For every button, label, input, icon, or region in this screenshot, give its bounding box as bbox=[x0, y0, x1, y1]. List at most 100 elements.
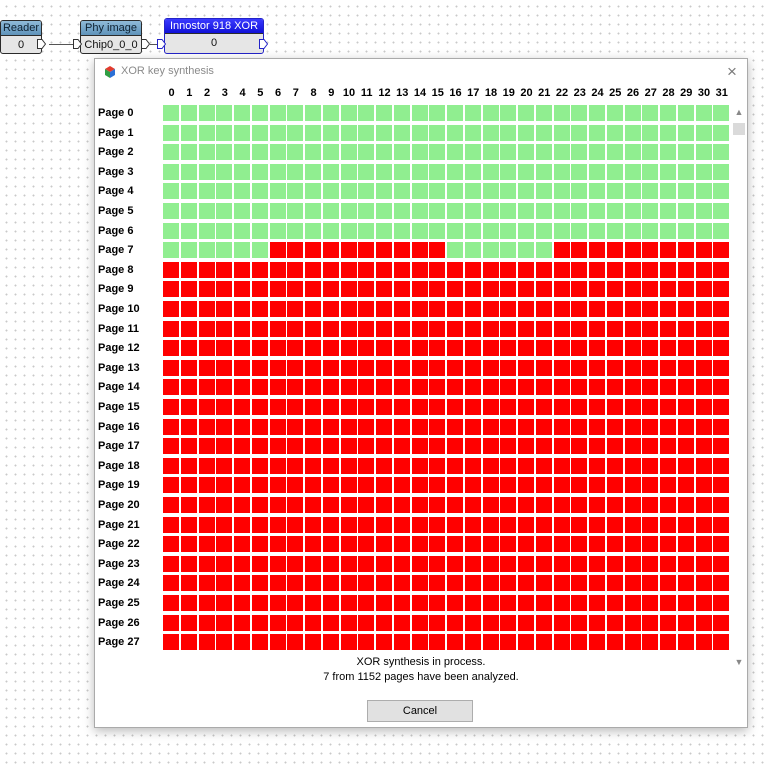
pending-page-cell bbox=[482, 457, 499, 474]
pending-page-cell bbox=[358, 359, 375, 376]
row-label: Page 6 bbox=[98, 224, 134, 237]
pending-page-cell bbox=[322, 438, 339, 455]
pending-page-cell bbox=[535, 379, 552, 396]
pending-page-cell bbox=[216, 555, 233, 572]
pending-page-cell bbox=[305, 359, 321, 376]
pending-page-cell bbox=[482, 536, 499, 553]
pending-page-cell bbox=[376, 497, 392, 513]
pending-page-cell bbox=[589, 536, 605, 553]
scrollbar-thumb[interactable] bbox=[733, 123, 745, 135]
pending-page-cell bbox=[447, 359, 463, 376]
pending-page-cell bbox=[713, 438, 730, 455]
pending-page-cell bbox=[393, 634, 410, 651]
analyzed-page-cell bbox=[535, 222, 552, 239]
pending-page-cell bbox=[163, 359, 179, 376]
pending-page-cell bbox=[571, 261, 588, 278]
pending-page-cell bbox=[535, 281, 552, 298]
reader-node[interactable]: Reader 0 bbox=[0, 20, 42, 54]
cancel-button[interactable]: Cancel bbox=[367, 700, 473, 722]
phy-image-input-port-icon[interactable] bbox=[73, 39, 82, 49]
pending-page-cell bbox=[340, 301, 357, 317]
innostor-xor-output-port-icon[interactable] bbox=[259, 39, 268, 49]
pending-page-cell bbox=[571, 634, 588, 651]
pending-page-cell bbox=[198, 634, 215, 651]
analyzed-page-cell bbox=[180, 144, 197, 161]
pending-page-cell bbox=[571, 595, 588, 611]
reader-output-port-icon[interactable] bbox=[37, 39, 46, 49]
pending-page-cell bbox=[269, 242, 286, 259]
pending-page-cell bbox=[269, 457, 286, 474]
analyzed-page-cell bbox=[163, 183, 179, 200]
analyzed-page-cell bbox=[411, 183, 428, 200]
analyzed-page-cell bbox=[571, 222, 588, 239]
pending-page-cell bbox=[553, 457, 570, 474]
pending-page-cell bbox=[269, 301, 286, 317]
analyzed-page-cell bbox=[642, 144, 659, 161]
pending-page-cell bbox=[713, 634, 730, 651]
analyzed-page-cell bbox=[393, 163, 410, 180]
pending-page-cell bbox=[411, 301, 428, 317]
pending-page-cell bbox=[358, 497, 375, 513]
row-label: Page 16 bbox=[98, 420, 140, 433]
scroll-down-icon[interactable]: ▼ bbox=[734, 657, 744, 667]
pending-page-cell bbox=[535, 536, 552, 553]
pending-page-cell bbox=[340, 320, 357, 337]
pending-page-cell bbox=[340, 438, 357, 455]
pending-page-cell bbox=[447, 555, 463, 572]
column-header: 26 bbox=[626, 87, 640, 99]
pending-page-cell bbox=[251, 340, 268, 357]
analyzed-page-cell bbox=[571, 105, 588, 121]
innostor-xor-input-port-icon[interactable] bbox=[157, 39, 166, 49]
pending-page-cell bbox=[660, 555, 676, 572]
pending-page-cell bbox=[482, 379, 499, 396]
pending-page-cell bbox=[340, 516, 357, 533]
analyzed-page-cell bbox=[695, 124, 712, 141]
connection-wire bbox=[150, 44, 158, 45]
phy-image-output-port-icon[interactable] bbox=[141, 39, 150, 49]
close-icon[interactable]: × bbox=[727, 62, 737, 81]
analyzed-page-cell bbox=[553, 203, 570, 219]
pending-page-cell bbox=[589, 281, 605, 298]
pending-page-cell bbox=[642, 399, 659, 415]
column-header: 27 bbox=[644, 87, 657, 99]
pending-page-cell bbox=[482, 340, 499, 357]
pending-page-cell bbox=[234, 261, 250, 278]
pending-page-cell bbox=[553, 242, 570, 259]
pending-page-cell bbox=[695, 281, 712, 298]
analyzed-page-cell bbox=[500, 124, 517, 141]
pending-page-cell bbox=[358, 399, 375, 415]
pending-page-cell bbox=[287, 359, 304, 376]
pending-page-cell bbox=[447, 418, 463, 435]
analyzed-page-cell bbox=[411, 203, 428, 219]
dialog-titlebar[interactable]: XOR key synthesis × bbox=[95, 59, 747, 85]
phy-image-node[interactable]: Phy image Chip0_0_0 bbox=[80, 20, 142, 54]
pending-page-cell bbox=[482, 575, 499, 592]
pending-page-cell bbox=[322, 340, 339, 357]
pending-page-cell bbox=[553, 281, 570, 298]
vertical-scrollbar[interactable]: ▲ ▼ bbox=[731, 105, 747, 669]
reader-node-value: 0 bbox=[18, 39, 25, 51]
analyzed-page-cell bbox=[251, 144, 268, 161]
pending-page-cell bbox=[216, 614, 233, 631]
column-header: 3 bbox=[221, 87, 228, 99]
column-header: 10 bbox=[342, 87, 356, 99]
row-label: Page 23 bbox=[98, 557, 140, 570]
innostor-xor-node[interactable]: Innostor 918 XOR 0 bbox=[164, 18, 264, 54]
pending-page-cell bbox=[180, 595, 197, 611]
pending-page-cell bbox=[411, 379, 428, 396]
analyzed-page-cell bbox=[464, 183, 481, 200]
pending-page-cell bbox=[180, 457, 197, 474]
pending-page-cell bbox=[500, 301, 517, 317]
pending-page-cell bbox=[322, 634, 339, 651]
analyzed-page-cell bbox=[163, 222, 179, 239]
pending-page-cell bbox=[287, 614, 304, 631]
pending-page-cell bbox=[216, 340, 233, 357]
pending-page-cell bbox=[713, 320, 730, 337]
pending-page-cell bbox=[376, 379, 392, 396]
pending-page-cell bbox=[660, 340, 676, 357]
scroll-up-icon[interactable]: ▲ bbox=[734, 107, 744, 117]
pending-page-cell bbox=[553, 516, 570, 533]
pending-page-cell bbox=[198, 379, 215, 396]
analyzed-page-cell bbox=[535, 203, 552, 219]
pending-page-cell bbox=[393, 497, 410, 513]
